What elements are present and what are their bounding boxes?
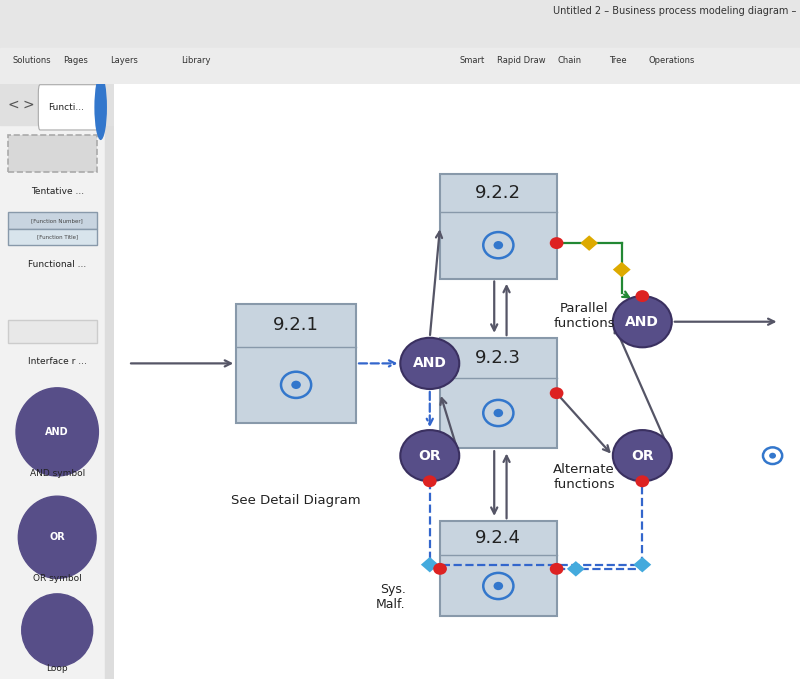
Text: >: >: [22, 97, 34, 111]
Bar: [440, 175, 557, 278]
Ellipse shape: [16, 388, 98, 476]
Text: Layers: Layers: [110, 56, 138, 65]
Text: Solutions: Solutions: [13, 56, 51, 65]
Text: Tentative ...: Tentative ...: [30, 187, 84, 196]
Text: AND: AND: [413, 356, 446, 370]
Text: Library: Library: [182, 56, 210, 65]
Circle shape: [613, 430, 672, 481]
Text: Pages: Pages: [63, 56, 89, 65]
Text: 9.2.2: 9.2.2: [475, 184, 522, 202]
Circle shape: [635, 290, 649, 302]
Bar: [8, 229, 98, 246]
Circle shape: [769, 453, 776, 459]
Text: OR: OR: [418, 449, 441, 462]
Bar: [106, 84, 114, 679]
Ellipse shape: [18, 496, 96, 579]
Text: Functi...: Functi...: [48, 103, 84, 112]
Polygon shape: [634, 557, 651, 572]
Circle shape: [613, 296, 672, 348]
Text: Sys.
Malf.: Sys. Malf.: [376, 583, 406, 611]
Circle shape: [494, 409, 503, 417]
Text: [Function Title]: [Function Title]: [37, 235, 78, 240]
Bar: [236, 304, 356, 423]
Text: Rapid Draw: Rapid Draw: [498, 56, 546, 65]
Text: Smart: Smart: [459, 56, 485, 65]
Ellipse shape: [22, 594, 93, 667]
Text: Tree: Tree: [609, 56, 626, 65]
Bar: [0, 48, 800, 84]
Polygon shape: [580, 236, 598, 251]
Text: Functional ...: Functional ...: [28, 260, 86, 269]
Text: AND: AND: [46, 427, 69, 437]
Polygon shape: [567, 561, 585, 576]
Bar: [8, 212, 98, 229]
Text: 9.2.4: 9.2.4: [475, 530, 522, 547]
Text: Loop: Loop: [46, 664, 68, 673]
Bar: [0, 84, 114, 125]
Text: Alternate
functions: Alternate functions: [553, 462, 615, 490]
Circle shape: [434, 563, 447, 575]
Circle shape: [494, 582, 503, 590]
Polygon shape: [421, 557, 438, 572]
Text: Parallel
functions: Parallel functions: [554, 301, 615, 330]
Circle shape: [494, 241, 503, 249]
Text: AND: AND: [626, 314, 659, 329]
Circle shape: [400, 337, 459, 389]
Polygon shape: [613, 262, 630, 277]
Text: Operations: Operations: [649, 56, 695, 65]
Text: See Detail Diagram: See Detail Diagram: [231, 494, 361, 507]
Circle shape: [550, 387, 563, 399]
Text: Chain: Chain: [558, 56, 582, 65]
Circle shape: [94, 75, 107, 140]
Text: Untitled 2 – Business process modeling diagram –: Untitled 2 – Business process modeling d…: [553, 6, 796, 16]
Text: <: <: [8, 97, 19, 111]
Bar: [440, 521, 557, 617]
Text: [Function Number]: [Function Number]: [31, 218, 83, 223]
Text: Interface r ...: Interface r ...: [28, 357, 86, 367]
Bar: [440, 338, 557, 448]
Bar: [8, 134, 98, 172]
Bar: [8, 320, 98, 342]
Text: OR: OR: [50, 532, 65, 543]
Circle shape: [550, 237, 563, 249]
Circle shape: [423, 475, 437, 488]
Text: 9.2.3: 9.2.3: [475, 349, 522, 367]
Circle shape: [635, 475, 649, 488]
Text: 9.2.1: 9.2.1: [273, 316, 319, 334]
Text: OR symbol: OR symbol: [33, 574, 82, 583]
Text: AND symbol: AND symbol: [30, 469, 85, 479]
FancyBboxPatch shape: [38, 85, 99, 130]
Text: OR: OR: [631, 449, 654, 462]
Circle shape: [291, 381, 301, 389]
Circle shape: [550, 563, 563, 575]
Circle shape: [400, 430, 459, 481]
